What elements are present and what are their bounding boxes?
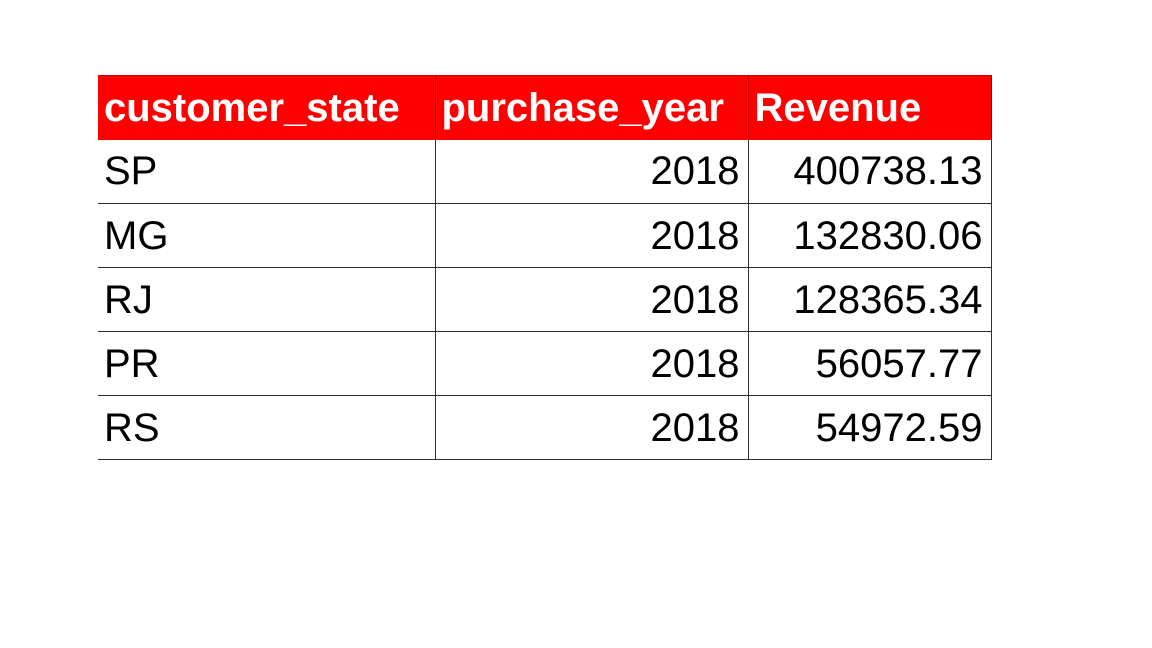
table-body: SP 2018 400738.13 MG 2018 132830.06 RJ 2… [98,139,992,460]
header-purchase-year[interactable]: purchase_year [435,75,749,140]
cell-customer-state[interactable]: MG [98,203,436,268]
table-header: customer_state purchase_year Revenue [98,75,992,140]
table-row: RJ 2018 128365.34 [98,267,992,332]
cell-customer-state[interactable]: RS [98,395,436,460]
table-row: RS 2018 54972.59 [98,395,992,460]
cell-purchase-year[interactable]: 2018 [435,331,749,396]
cell-customer-state[interactable]: PR [98,331,436,396]
cell-revenue[interactable]: 56057.77 [748,331,992,396]
table-row: MG 2018 132830.06 [98,203,992,268]
cell-revenue[interactable]: 132830.06 [748,203,992,268]
cell-revenue[interactable]: 54972.59 [748,395,992,460]
cell-purchase-year[interactable]: 2018 [435,267,749,332]
cell-revenue[interactable]: 128365.34 [748,267,992,332]
header-customer-state[interactable]: customer_state [98,75,436,140]
revenue-table: customer_state purchase_year Revenue SP … [98,75,992,460]
table-row: SP 2018 400738.13 [98,139,992,204]
cell-revenue[interactable]: 400738.13 [748,139,992,204]
header-row: customer_state purchase_year Revenue [98,75,992,140]
cell-purchase-year[interactable]: 2018 [435,203,749,268]
header-revenue[interactable]: Revenue [748,75,992,140]
table-row: PR 2018 56057.77 [98,331,992,396]
cell-purchase-year[interactable]: 2018 [435,395,749,460]
cell-customer-state[interactable]: SP [98,139,436,204]
cell-purchase-year[interactable]: 2018 [435,139,749,204]
cell-customer-state[interactable]: RJ [98,267,436,332]
